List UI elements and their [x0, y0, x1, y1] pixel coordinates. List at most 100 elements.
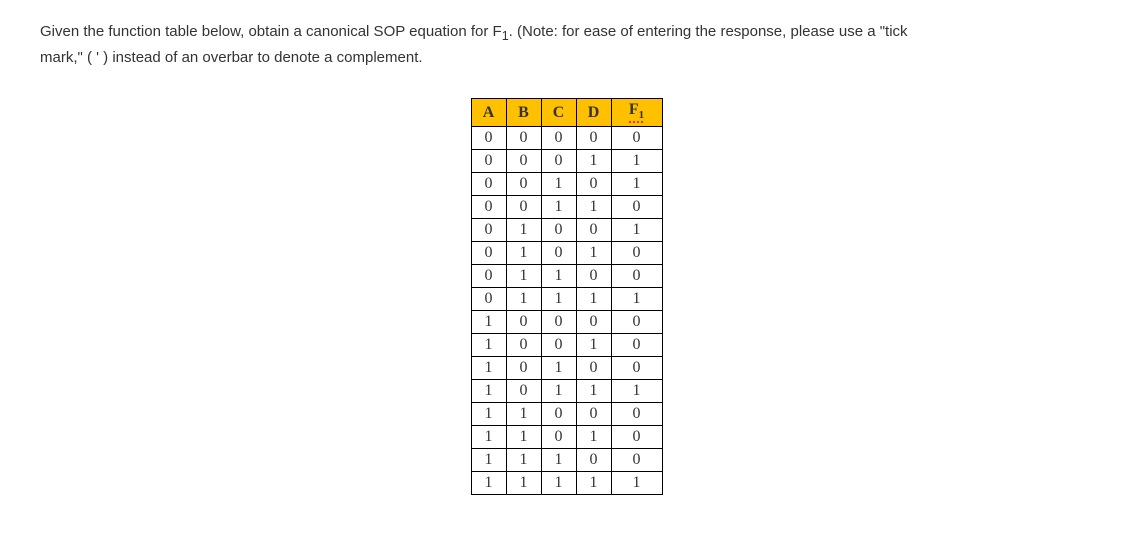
cell-d: 0	[576, 219, 611, 242]
table-row: 00101	[471, 173, 662, 196]
cell-f: 1	[611, 173, 662, 196]
table-row: 00011	[471, 150, 662, 173]
truth-table: A B C D F1 00000000110010100110010010101…	[471, 98, 663, 495]
cell-d: 0	[576, 449, 611, 472]
table-row: 11000	[471, 403, 662, 426]
table-header-row: A B C D F1	[471, 99, 662, 127]
cell-f: 1	[611, 219, 662, 242]
cell-a: 0	[471, 173, 506, 196]
cell-c: 0	[541, 242, 576, 265]
cell-c: 0	[541, 311, 576, 334]
cell-d: 1	[576, 288, 611, 311]
question-text: Given the function table below, obtain a…	[40, 20, 1093, 70]
cell-f: 0	[611, 403, 662, 426]
cell-b: 1	[506, 426, 541, 449]
cell-f: 0	[611, 311, 662, 334]
cell-a: 1	[471, 380, 506, 403]
cell-b: 1	[506, 219, 541, 242]
cell-a: 0	[471, 288, 506, 311]
table-row: 01111	[471, 288, 662, 311]
cell-a: 1	[471, 334, 506, 357]
cell-b: 0	[506, 311, 541, 334]
cell-d: 1	[576, 242, 611, 265]
cell-a: 1	[471, 311, 506, 334]
col-header-f1: F1	[611, 99, 662, 127]
cell-d: 1	[576, 150, 611, 173]
cell-b: 1	[506, 265, 541, 288]
col-header-c: C	[541, 99, 576, 127]
cell-c: 1	[541, 357, 576, 380]
cell-b: 1	[506, 403, 541, 426]
f1-main: F	[629, 101, 639, 118]
cell-f: 1	[611, 380, 662, 403]
cell-c: 1	[541, 288, 576, 311]
cell-c: 0	[541, 150, 576, 173]
table-row: 01010	[471, 242, 662, 265]
table-row: 00110	[471, 196, 662, 219]
cell-d: 0	[576, 403, 611, 426]
cell-a: 1	[471, 472, 506, 495]
cell-f: 0	[611, 357, 662, 380]
cell-f: 0	[611, 449, 662, 472]
cell-f: 1	[611, 150, 662, 173]
cell-a: 0	[471, 150, 506, 173]
cell-c: 1	[541, 472, 576, 495]
cell-c: 0	[541, 219, 576, 242]
cell-d: 1	[576, 426, 611, 449]
cell-d: 0	[576, 311, 611, 334]
cell-c: 0	[541, 403, 576, 426]
question-line1b: . (Note: for ease of entering the respon…	[509, 23, 908, 40]
cell-d: 1	[576, 334, 611, 357]
question-line2: mark," ( ' ) instead of an overbar to de…	[40, 49, 423, 66]
cell-b: 1	[506, 449, 541, 472]
cell-c: 1	[541, 196, 576, 219]
table-row: 00000	[471, 127, 662, 150]
table-row: 01001	[471, 219, 662, 242]
cell-f: 0	[611, 196, 662, 219]
cell-c: 1	[541, 380, 576, 403]
table-row: 11100	[471, 449, 662, 472]
cell-d: 0	[576, 173, 611, 196]
table-row: 10111	[471, 380, 662, 403]
cell-f: 0	[611, 242, 662, 265]
cell-d: 1	[576, 472, 611, 495]
cell-c: 1	[541, 173, 576, 196]
cell-d: 0	[576, 127, 611, 150]
spellcheck-squiggle	[629, 121, 644, 123]
cell-a: 1	[471, 403, 506, 426]
col-header-d: D	[576, 99, 611, 127]
question-line1a: Given the function table below, obtain a…	[40, 23, 502, 40]
cell-c: 0	[541, 334, 576, 357]
cell-b: 0	[506, 173, 541, 196]
cell-d: 1	[576, 380, 611, 403]
cell-a: 1	[471, 449, 506, 472]
table-row: 11111	[471, 472, 662, 495]
cell-b: 1	[506, 242, 541, 265]
cell-f: 1	[611, 472, 662, 495]
cell-b: 0	[506, 357, 541, 380]
cell-b: 0	[506, 380, 541, 403]
col-header-a: A	[471, 99, 506, 127]
f1-label: F1	[629, 99, 644, 126]
cell-a: 0	[471, 196, 506, 219]
cell-a: 0	[471, 127, 506, 150]
cell-a: 0	[471, 265, 506, 288]
cell-b: 0	[506, 150, 541, 173]
cell-c: 0	[541, 127, 576, 150]
truth-table-container: A B C D F1 00000000110010100110010010101…	[40, 98, 1093, 495]
f1-sub: 1	[639, 109, 645, 121]
cell-c: 0	[541, 426, 576, 449]
col-header-b: B	[506, 99, 541, 127]
cell-b: 0	[506, 127, 541, 150]
table-row: 01100	[471, 265, 662, 288]
cell-a: 0	[471, 242, 506, 265]
table-row: 11010	[471, 426, 662, 449]
cell-f: 0	[611, 127, 662, 150]
cell-f: 0	[611, 426, 662, 449]
cell-d: 1	[576, 196, 611, 219]
question-sub: 1	[502, 29, 509, 43]
cell-c: 1	[541, 449, 576, 472]
cell-a: 1	[471, 357, 506, 380]
cell-f: 0	[611, 265, 662, 288]
cell-a: 1	[471, 426, 506, 449]
